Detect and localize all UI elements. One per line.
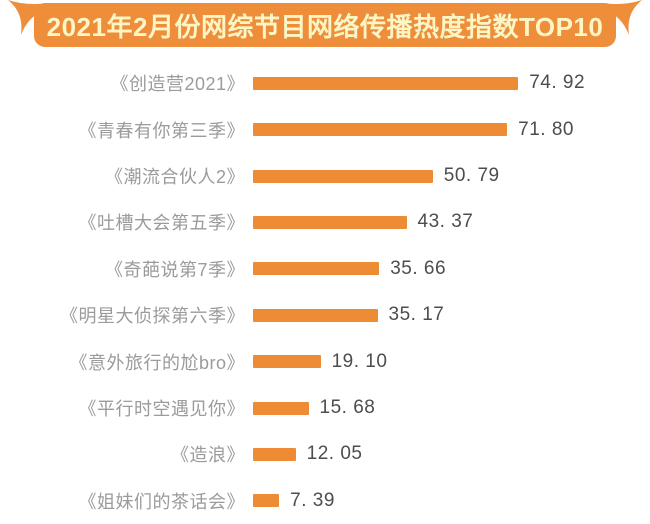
bar-area: 35. 66 <box>253 258 446 280</box>
bar-row: 《姐妹们的茶话会》 7. 39 <box>0 478 650 524</box>
bar-area: 19. 10 <box>253 351 387 373</box>
bar <box>253 169 433 183</box>
bar-label: 《意外旅行的尬bro》 <box>69 352 245 373</box>
bar <box>253 494 280 508</box>
bar <box>253 76 519 90</box>
bar-area: 71. 80 <box>253 119 574 141</box>
bar-area: 43. 37 <box>253 211 473 233</box>
bar-value: 35. 17 <box>388 304 445 326</box>
bar-area: 35. 17 <box>253 304 444 326</box>
bar-chart-rows: 《创造营2021》 74. 92 《青春有你第三季》 71. 80 《潮流合伙人2》 50… <box>0 60 650 524</box>
bar-area: 12. 05 <box>253 443 362 465</box>
bar-row: 《创造营2021》 74. 92 <box>0 60 650 106</box>
bar-label: 《造浪》 <box>171 445 245 466</box>
bar-value: 12. 05 <box>306 443 363 465</box>
bar-row: 《平行时空遇见你》 15. 68 <box>0 385 650 431</box>
page-title: 2021年2月份网综节目网络传播热度指数TOP10 <box>46 11 604 42</box>
bar-value: 15. 68 <box>319 397 376 419</box>
bar-area: 74. 92 <box>253 72 585 94</box>
bar-row: 《奇葩说第7季》 35. 66 <box>0 246 650 292</box>
bar-row: 《潮流合伙人2》 50. 79 <box>0 153 650 199</box>
bar-row: 《意外旅行的尬bro》 19. 10 <box>0 338 650 384</box>
bar-value: 19. 10 <box>331 350 388 372</box>
bar-label: 《青春有你第三季》 <box>78 120 245 141</box>
bar-label: 《吐槽大会第五季》 <box>78 213 245 234</box>
bar-label: 《明星大侦探第六季》 <box>60 306 245 327</box>
bar-label: 《奇葩说第7季》 <box>104 259 245 280</box>
banner-body <box>34 3 616 47</box>
bar <box>253 123 508 137</box>
bar-value: 50. 79 <box>443 165 500 187</box>
bar-label: 《创造营2021》 <box>110 74 245 95</box>
bar-value: 7. 39 <box>290 489 335 511</box>
bar-value: 71. 80 <box>518 118 574 140</box>
bar-value: 35. 66 <box>390 257 447 279</box>
banner-ribbon <box>8 0 642 47</box>
bar-row: 《明星大侦探第六季》 35. 17 <box>0 292 650 338</box>
bar-label: 《平行时空遇见你》 <box>78 399 245 420</box>
bar-area: 50. 79 <box>253 165 500 187</box>
bar-area: 7. 39 <box>253 490 335 512</box>
bar <box>253 401 309 415</box>
bar <box>253 262 380 276</box>
bar <box>253 308 378 322</box>
title-banner: 2021年2月份网综节目网络传播热度指数TOP10 <box>0 0 650 54</box>
bar-value: 74. 92 <box>529 72 586 94</box>
bar <box>253 355 321 369</box>
bar-label: 《姐妹们的茶话会》 <box>78 491 245 512</box>
bar-area: 15. 68 <box>253 397 375 419</box>
bar-chart: 《创造营2021》 74. 92 《青春有你第三季》 71. 80 《潮流合伙人2》 50… <box>0 60 650 524</box>
bar-value: 43. 37 <box>417 211 474 233</box>
bar <box>253 447 296 461</box>
bar-label: 《潮流合伙人2》 <box>104 167 245 188</box>
bar-row: 《吐槽大会第五季》 43. 37 <box>0 199 650 245</box>
bar-row: 《青春有你第三季》 71. 80 <box>0 106 650 152</box>
bar-row: 《造浪》 12. 05 <box>0 431 650 477</box>
bar <box>253 215 407 229</box>
